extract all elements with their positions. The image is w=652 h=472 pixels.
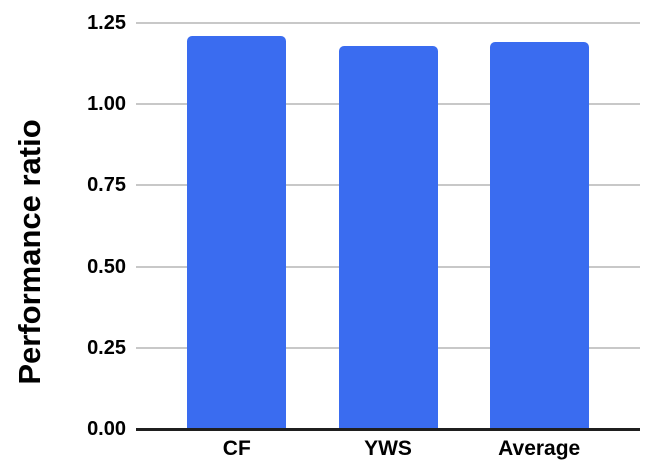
y-tick-label: 1.25 [87,12,126,34]
x-category-label: Average [498,437,581,460]
y-axis-title: Performance ratio [12,119,47,385]
x-axis-line [136,428,640,431]
bar-cf [187,35,287,429]
bar-average [489,42,589,429]
bar-yws [338,45,438,429]
x-category-label: YWS [364,437,412,460]
x-category-label: CF [222,437,251,460]
y-tick-label: 0.75 [87,174,126,197]
y-tick-label: 0.25 [87,336,126,359]
gridline [136,22,640,24]
y-tick-label: 1.00 [87,93,126,116]
y-tick-label: 0.00 [87,418,126,440]
y-tick-label: 0.50 [87,255,126,278]
